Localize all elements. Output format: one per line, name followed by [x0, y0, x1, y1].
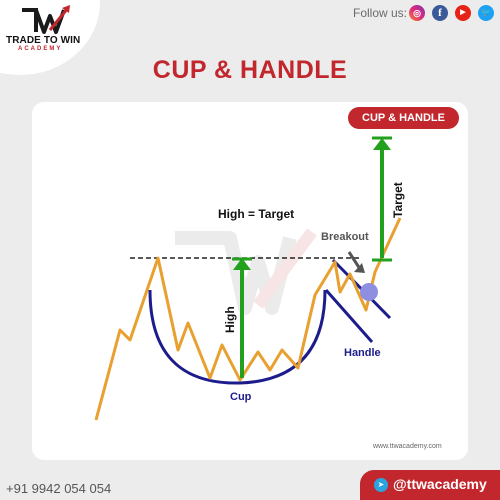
price-line: [94, 217, 402, 421]
instagram-icon[interactable]: ◎: [409, 5, 425, 21]
target-label: Target: [391, 182, 405, 218]
high-label: High: [223, 306, 237, 333]
ttw-logo-icon: [22, 5, 70, 34]
brand-name: TRADE TO WIN: [6, 35, 81, 46]
handle-lower-line: [324, 289, 374, 343]
breakout-dot: [360, 283, 378, 301]
breakout-pointer: [347, 251, 362, 270]
target-arrow: [372, 136, 392, 262]
social-handle[interactable]: @ttwacademy: [393, 476, 487, 492]
website-label[interactable]: www.ttwacademy.com: [372, 443, 442, 450]
high-arrow: [232, 257, 252, 378]
diagram-card: [32, 102, 468, 460]
page-title: CUP & HANDLE: [152, 56, 348, 84]
high-equals-target-label: High = Target: [218, 207, 294, 221]
breakout-label: Breakout: [321, 231, 369, 243]
cup-label: Cup: [230, 391, 252, 403]
watermark-logo-icon: [175, 228, 317, 315]
cup-curve: [148, 289, 327, 385]
youtube-icon[interactable]: ▶: [455, 5, 471, 21]
telegram-icon[interactable]: ➤: [374, 478, 388, 492]
handle-label: Handle: [344, 347, 381, 359]
brand-logo[interactable]: TRADE TO WIN ACADEMY: [0, 0, 100, 70]
pattern-badge: CUP & HANDLE: [348, 107, 459, 129]
breakout-pointer-head: [354, 263, 365, 273]
follow-us-label: Follow us:: [353, 6, 408, 20]
twitter-icon[interactable]: 🐦: [478, 5, 494, 21]
facebook-icon[interactable]: f: [432, 5, 448, 21]
phone-number[interactable]: +91 9942 054 054: [6, 481, 112, 496]
brand-subtitle: ACADEMY: [18, 46, 63, 52]
